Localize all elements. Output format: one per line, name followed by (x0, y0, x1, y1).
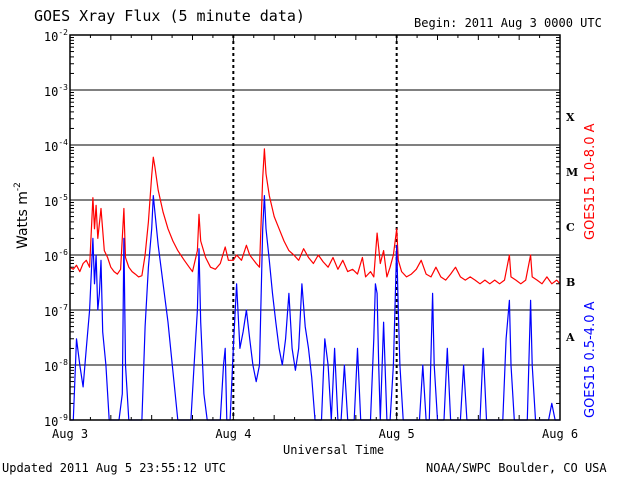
credit-text: NOAA/SWPC Boulder, CO USA (426, 461, 607, 475)
chart-title: GOES Xray Flux (5 minute data) (34, 7, 305, 25)
plot-frame (69, 34, 561, 421)
series-line-0 (69, 148, 561, 285)
x-tick-label: Aug 5 (378, 427, 415, 441)
x-tick-label: Aug 3 (52, 427, 89, 441)
y-tick-label: 10-9 (43, 413, 68, 429)
flare-class-label: B (566, 275, 576, 289)
series-label-long: GOES15 1.0-8.0 A (583, 123, 598, 240)
y-tick-label: 10-4 (43, 138, 68, 154)
x-axis-label: Universal Time (283, 443, 385, 457)
y-tick-label: 10-7 (43, 303, 68, 319)
y-tick-label: 10-3 (43, 83, 68, 99)
series-line-1 (70, 195, 560, 421)
x-tick-label: Aug 6 (542, 427, 579, 441)
x-tick-label: Aug 4 (215, 427, 252, 441)
y-tick-label: 10-8 (43, 358, 68, 374)
flare-class-label: C (566, 220, 575, 234)
y-tick-label: 10-5 (43, 193, 68, 209)
flare-class-label: M (566, 165, 579, 179)
series-label-short: GOES15 0.5-4.0 A (583, 301, 598, 418)
y-tick-label: 10-2 (43, 28, 68, 44)
y-tick-label: 10-6 (43, 248, 68, 264)
flare-class-label: X (566, 110, 575, 124)
flare-class-label: A (566, 330, 575, 344)
updated-timestamp: Updated 2011 Aug 5 23:55:12 UTC (2, 461, 226, 475)
begin-time: Begin: 2011 Aug 3 0000 UTC (414, 16, 602, 30)
